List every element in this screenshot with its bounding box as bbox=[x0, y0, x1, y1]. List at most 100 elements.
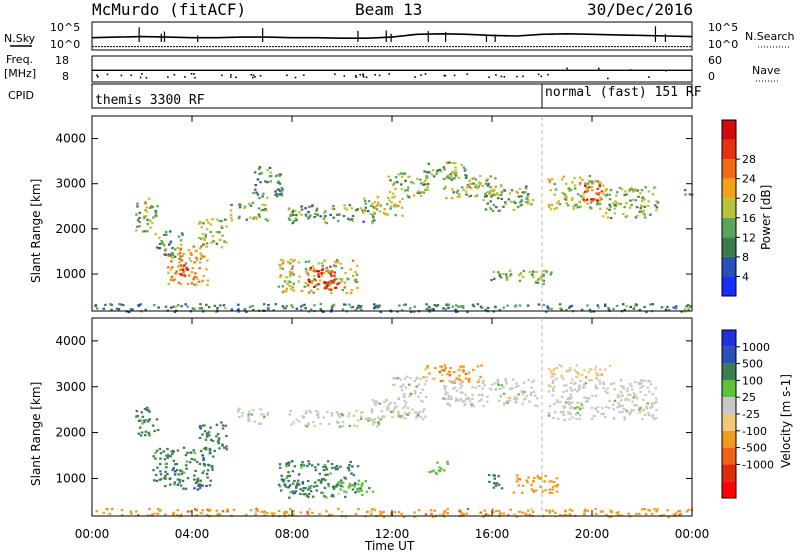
power-cell bbox=[321, 264, 324, 267]
power-cell bbox=[344, 303, 347, 306]
velocity-cell bbox=[247, 413, 250, 416]
power-cell bbox=[243, 205, 247, 208]
velocity-cell bbox=[141, 415, 145, 418]
power-cell bbox=[628, 188, 631, 192]
velocity-cell bbox=[308, 508, 311, 511]
velocity-cell bbox=[494, 388, 497, 391]
velocity-cell bbox=[428, 471, 432, 474]
velocity-cell bbox=[586, 399, 589, 402]
velocity-cell bbox=[413, 392, 417, 395]
power-cell bbox=[447, 303, 451, 306]
velocity-cell bbox=[340, 482, 343, 485]
power-cell bbox=[209, 231, 212, 234]
power-cell bbox=[138, 216, 141, 220]
velocity-cell bbox=[468, 400, 472, 403]
power-cell bbox=[256, 193, 260, 196]
power-cell bbox=[489, 175, 492, 178]
power-cell bbox=[371, 202, 374, 205]
power-cell bbox=[532, 199, 535, 202]
power-cell bbox=[426, 176, 429, 179]
power-cell bbox=[686, 303, 690, 307]
nave-point bbox=[334, 73, 336, 76]
velocity-cell bbox=[589, 368, 593, 371]
power-cell bbox=[297, 261, 301, 264]
power-cell bbox=[438, 168, 442, 171]
velocity-cell bbox=[164, 485, 167, 488]
velocity-cell bbox=[499, 512, 502, 515]
velocity-cell bbox=[259, 408, 262, 411]
nave-point bbox=[665, 69, 667, 72]
velocity-cell bbox=[651, 406, 654, 409]
velocity-cell bbox=[635, 404, 638, 407]
nave-point bbox=[359, 73, 361, 76]
power-cell bbox=[329, 288, 333, 291]
velocity-cell bbox=[325, 496, 328, 499]
y-tick-label: 1000 bbox=[55, 471, 86, 485]
cpid-label: CPID bbox=[8, 89, 34, 102]
velocity-cell bbox=[629, 393, 632, 396]
power-cell bbox=[375, 304, 379, 307]
velocity-cell bbox=[189, 510, 192, 513]
velocity-cell bbox=[444, 398, 448, 401]
power-cell bbox=[305, 270, 308, 273]
power-cell bbox=[287, 280, 290, 283]
velocity-cell bbox=[317, 479, 320, 482]
power-cell bbox=[400, 183, 403, 186]
power-cell bbox=[367, 200, 371, 203]
power-cell bbox=[635, 206, 639, 209]
power-cell bbox=[277, 285, 281, 288]
power-cell bbox=[332, 264, 336, 267]
velocity-cell bbox=[331, 485, 335, 488]
velocity-cell bbox=[291, 482, 295, 485]
power-cell bbox=[198, 222, 201, 225]
power-cell bbox=[322, 280, 326, 283]
power-cell bbox=[599, 181, 602, 184]
velocity-cell bbox=[381, 415, 385, 418]
velocity-cell bbox=[504, 378, 507, 381]
velocity-cell bbox=[221, 427, 225, 430]
velocity-cell bbox=[551, 509, 554, 512]
power-cell bbox=[186, 268, 190, 271]
power-cell bbox=[643, 213, 646, 216]
velocity-cell bbox=[639, 406, 642, 409]
freq-label: Freq. bbox=[6, 53, 33, 66]
velocity-cell bbox=[528, 400, 531, 403]
nave-point bbox=[250, 73, 253, 76]
velocity-cell bbox=[594, 368, 597, 371]
power-cell bbox=[433, 304, 436, 307]
velocity-cell bbox=[470, 405, 473, 408]
power-cell bbox=[237, 303, 240, 306]
power-cell bbox=[340, 267, 344, 270]
velocity-cell bbox=[598, 382, 602, 385]
velocity-cell bbox=[439, 380, 443, 383]
power-cell bbox=[347, 217, 350, 220]
velocity-cell bbox=[481, 381, 485, 385]
power-cell bbox=[278, 189, 282, 192]
power-cell bbox=[351, 305, 354, 309]
power-cell bbox=[537, 278, 540, 281]
nave-point bbox=[378, 74, 381, 77]
velocity-cell bbox=[460, 365, 464, 368]
power-cell bbox=[598, 199, 602, 202]
velocity-cell bbox=[446, 508, 449, 511]
nave-point bbox=[503, 75, 506, 78]
power-cell bbox=[179, 255, 183, 258]
velocity-cell bbox=[638, 512, 641, 515]
velocity-cell bbox=[483, 509, 486, 512]
power-cell bbox=[327, 284, 331, 287]
power-cell bbox=[245, 218, 249, 221]
velocity-cell bbox=[458, 509, 461, 512]
velocity-cell bbox=[450, 397, 453, 401]
velocity-cell bbox=[225, 445, 228, 448]
power-cell bbox=[295, 219, 298, 222]
velocity-cell bbox=[153, 512, 157, 515]
velocity-cell bbox=[279, 489, 283, 492]
velocity-cell bbox=[287, 464, 291, 467]
power-cell bbox=[332, 207, 336, 211]
power-cell bbox=[571, 196, 574, 200]
velocity-cell bbox=[551, 381, 555, 385]
velocity-cell bbox=[458, 368, 461, 371]
power-cell bbox=[282, 307, 286, 310]
power-cell bbox=[202, 243, 205, 246]
power-cell bbox=[287, 260, 290, 263]
